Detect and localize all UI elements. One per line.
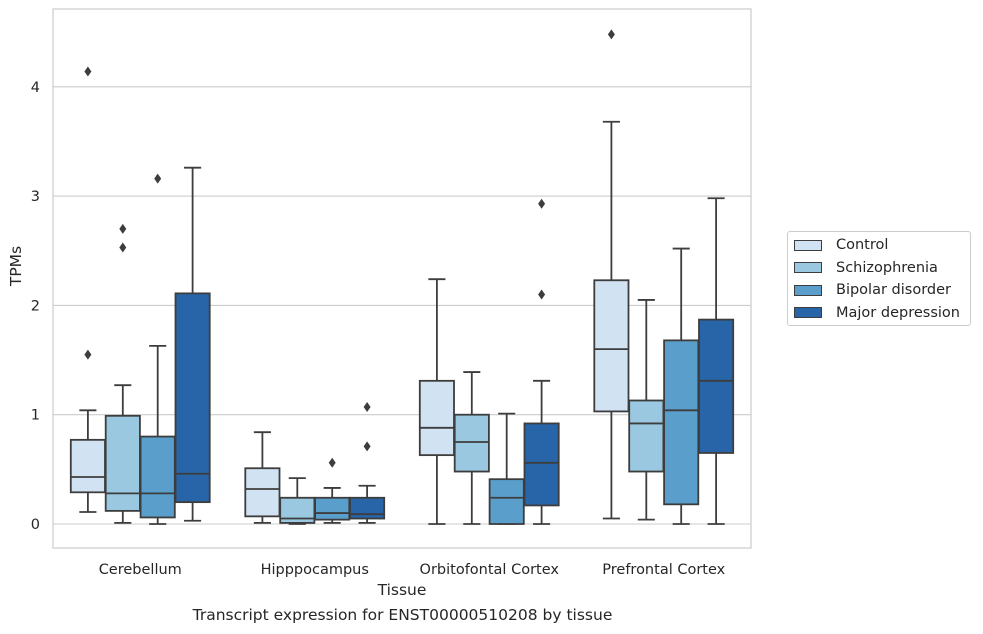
legend: Control Schizophrenia Bipolar disorder M…	[787, 231, 971, 326]
outlier-control-cerebellum-0	[84, 349, 92, 360]
x-tick-label-cerebellum: Cerebellum	[99, 562, 182, 578]
y-tick-label-3: 3	[31, 189, 40, 205]
box-body-major-depression-orbitofontal-cortex	[523, 422, 560, 507]
y-tick-label-1: 1	[31, 408, 40, 424]
x-tick-label-orbitofontal-cortex: Orbitofontal Cortex	[420, 562, 560, 578]
box-body-control-orbitofontal-cortex	[418, 379, 455, 457]
outlier-major-depression-hipppocampus-1	[363, 402, 371, 413]
legend-label-schizophrenia: Schizophrenia	[836, 259, 938, 276]
legend-item-bipolar-disorder: Bipolar disorder	[794, 280, 951, 300]
x-tick-label-prefrontal-cortex: Prefrontal Cortex	[602, 562, 725, 578]
box-bipolar-disorder-cerebellum	[139, 173, 176, 525]
box-series	[69, 29, 735, 525]
outlier-schizophrenia-cerebellum-0	[119, 242, 127, 253]
legend-label-major-depression: Major depression	[836, 304, 960, 321]
box-control-hipppocampus	[244, 431, 281, 524]
box-schizophrenia-cerebellum	[104, 223, 141, 524]
box-bipolar-disorder-hipppocampus	[314, 457, 351, 524]
outlier-control-prefrontal-cortex-0	[607, 29, 615, 40]
outlier-control-cerebellum-1	[84, 66, 92, 77]
y-tick-label-2: 2	[31, 298, 40, 314]
box-body-bipolar-disorder-orbitofontal-cortex	[488, 478, 525, 525]
box-body-bipolar-disorder-cerebellum	[139, 435, 176, 519]
box-major-depression-prefrontal-cortex	[698, 197, 735, 525]
x-tick-labels: Cerebellum Hipppocampus Orbitofontal Corte…	[99, 562, 726, 578]
box-body-major-depression-cerebellum	[174, 292, 211, 504]
y-tick-label-0: 0	[31, 517, 40, 533]
plot-frame	[52, 8, 752, 549]
box-bipolar-disorder-orbitofontal-cortex	[488, 412, 525, 525]
y-axis-label: TPMs	[7, 246, 25, 287]
box-body-control-cerebellum	[69, 438, 106, 494]
box-body-schizophrenia-orbitofontal-cortex	[453, 413, 490, 473]
outlier-bipolar-disorder-hipppocampus-0	[328, 457, 336, 468]
box-body-bipolar-disorder-hipppocampus	[314, 496, 351, 521]
y-tick-labels: 0 1 2 3 4	[31, 80, 40, 533]
outlier-major-depression-hipppocampus-0	[363, 441, 371, 452]
legend-label-control: Control	[836, 237, 889, 253]
legend-item-major-depression: Major depression	[794, 303, 960, 323]
legend-item-schizophrenia: Schizophrenia	[794, 258, 938, 278]
box-bipolar-disorder-prefrontal-cortex	[663, 247, 700, 525]
box-body-major-depression-hipppocampus	[349, 496, 386, 520]
box-body-control-prefrontal-cortex	[593, 279, 630, 413]
box-schizophrenia-hipppocampus	[279, 477, 316, 525]
legend-swatch-schizophrenia	[794, 262, 822, 273]
x-tick-label-hipppocampus: Hipppocampus	[261, 562, 369, 578]
box-control-prefrontal-cortex	[593, 29, 630, 520]
box-major-depression-orbitofontal-cortex	[523, 198, 560, 525]
legend-item-control: Control	[794, 235, 888, 255]
legend-label-bipolar-disorder: Bipolar disorder	[836, 282, 951, 298]
outlier-major-depression-orbitofontal-cortex-1	[538, 198, 546, 209]
box-body-schizophrenia-prefrontal-cortex	[628, 399, 665, 473]
outlier-bipolar-disorder-cerebellum-0	[154, 173, 162, 184]
box-control-orbitofontal-cortex	[418, 278, 455, 525]
legend-swatch-bipolar-disorder	[794, 284, 822, 296]
box-schizophrenia-orbitofontal-cortex	[453, 371, 490, 525]
outlier-schizophrenia-cerebellum-1	[119, 223, 127, 234]
box-major-depression-cerebellum	[174, 166, 211, 522]
box-body-control-hipppocampus	[244, 467, 281, 518]
box-control-cerebellum	[69, 66, 106, 513]
box-major-depression-hipppocampus	[349, 402, 386, 524]
outlier-major-depression-orbitofontal-cortex-0	[538, 289, 546, 300]
box-body-bipolar-disorder-prefrontal-cortex	[663, 339, 700, 506]
box-body-schizophrenia-cerebellum	[104, 414, 141, 512]
legend-swatch-control	[794, 239, 822, 251]
box-schizophrenia-prefrontal-cortex	[628, 299, 665, 521]
x-axis-label: Tissue	[377, 581, 427, 599]
figure-caption: Transcript expression for ENST0000051020…	[192, 606, 613, 624]
legend-swatch-major-depression	[794, 307, 822, 318]
y-tick-label-4: 4	[31, 80, 40, 96]
box-body-major-depression-prefrontal-cortex	[698, 318, 735, 454]
